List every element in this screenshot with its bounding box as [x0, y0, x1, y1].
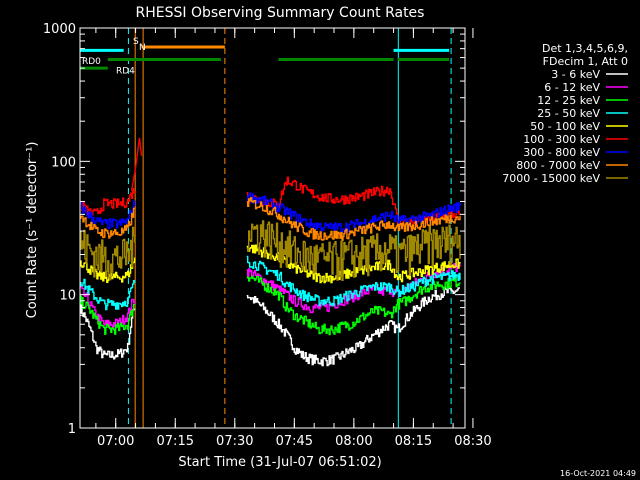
series-line-6: [80, 192, 461, 233]
x-tick-label: 07:15: [157, 434, 194, 449]
s-label: S: [133, 37, 139, 47]
y-tick-label: 10: [59, 289, 76, 304]
plot-frame: [79, 27, 466, 429]
flare-spike: [130, 137, 143, 192]
legend-entry-label: 7000 - 15000 keV: [502, 172, 600, 185]
series-line-8: [80, 220, 461, 281]
legend-entry-label: 50 - 100 keV: [530, 120, 600, 133]
series-line-0: [80, 286, 460, 367]
legend-entry-label: 6 - 12 keV: [544, 81, 600, 94]
series-line-7: [80, 197, 461, 241]
x-tick-label: 07:45: [276, 434, 313, 449]
plot-area: RD0 RD4 SN: [80, 28, 461, 428]
series-line-3: [80, 255, 461, 311]
x-tick-label: 08:00: [335, 434, 372, 449]
x-axis-label: Start Time (31-Jul-07 06:51:02): [178, 455, 381, 470]
legend-entry-label: 3 - 6 keV: [551, 68, 600, 81]
legend-entry-label: 100 - 300 keV: [523, 133, 600, 146]
legend: Det 1,3,4,5,6,9,FDecim 1, Att 03 - 6 keV…: [502, 42, 628, 185]
legend-entry-label: 300 - 800 keV: [523, 146, 600, 159]
n-label: N: [139, 43, 146, 53]
x-tick-label: 07:30: [216, 434, 253, 449]
y-tick-label: 1: [68, 422, 76, 437]
x-tick-label: 08:15: [395, 434, 432, 449]
legend-entry-label: 25 - 50 keV: [537, 107, 600, 120]
y-tick-label: 100: [51, 155, 76, 170]
timestamp: 16-Oct-2021 04:49: [560, 469, 636, 478]
legend-entry-label: 12 - 25 keV: [537, 94, 600, 107]
y-tick-label: 1000: [43, 22, 76, 37]
legend-entry-label: 800 - 7000 keV: [516, 159, 600, 172]
chart-title: RHESSI Observing Summary Count Rates: [136, 5, 425, 21]
y-axis-label: Count Rate (s⁻¹ detector⁻¹): [25, 142, 40, 319]
rd0-label: RD0: [82, 57, 101, 67]
legend-header-line: Det 1,3,4,5,6,9,: [542, 42, 628, 55]
x-tick-label: 07:00: [97, 434, 134, 449]
x-tick-label: 08:30: [454, 434, 491, 449]
legend-header-line: FDecim 1, Att 0: [543, 55, 628, 68]
axes: 1 10 100 1000 07:00 07:15 07:30 07:45 08:00 08:15…: [43, 22, 492, 449]
series-line-1: [80, 262, 461, 329]
rd4-label: RD4: [116, 67, 135, 77]
